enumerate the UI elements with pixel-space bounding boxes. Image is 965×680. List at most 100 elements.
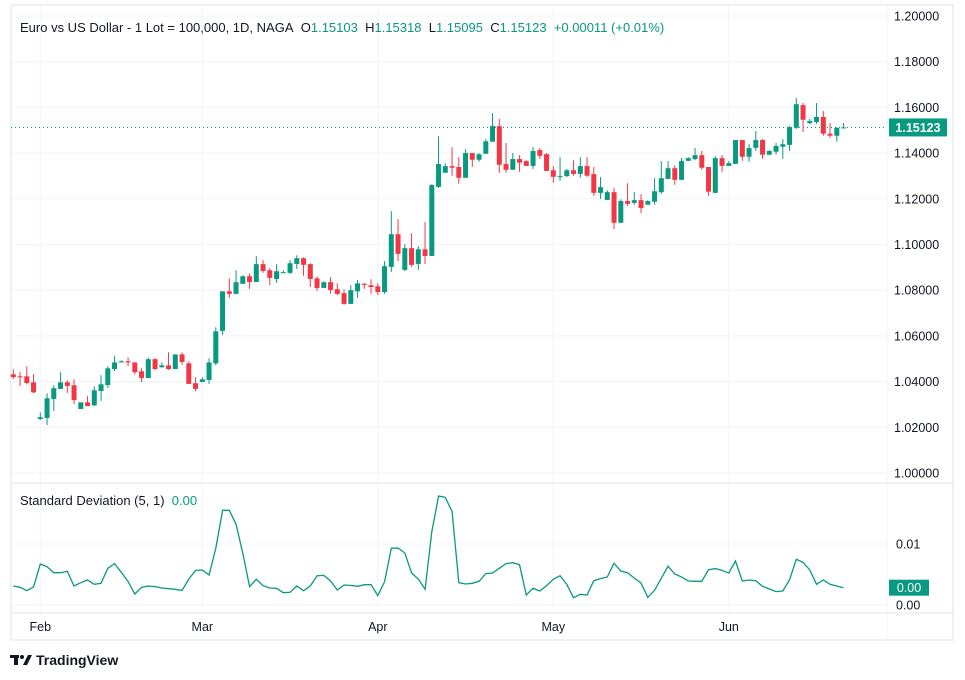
high-value: 1.15318 <box>374 20 422 35</box>
candle <box>166 352 172 370</box>
time-axis[interactable]: Feb Mar Apr May Jun <box>30 620 739 634</box>
time-tick-label: Mar <box>192 620 214 634</box>
candle <box>375 283 381 295</box>
candle <box>37 412 43 420</box>
candle-body <box>375 286 381 293</box>
candle <box>503 143 509 173</box>
candle <box>355 280 361 298</box>
candle <box>625 183 631 206</box>
candle-body <box>280 272 286 274</box>
candle <box>118 360 124 363</box>
candle <box>409 233 415 267</box>
candle-body <box>483 141 489 154</box>
symbol-title: Euro vs US Dollar - 1 Lot = 100,000, 1D,… <box>20 20 294 35</box>
candle <box>618 199 624 223</box>
candle-body <box>240 276 246 284</box>
candle <box>685 157 691 161</box>
candle <box>476 153 482 162</box>
candle-body <box>719 158 725 166</box>
candle <box>91 386 97 407</box>
candle-body <box>287 263 293 273</box>
candle-body <box>78 402 84 410</box>
candle-body <box>490 126 496 142</box>
candle-body <box>112 362 118 370</box>
candle-body <box>37 417 43 420</box>
candle <box>719 155 725 172</box>
candle-body <box>773 146 779 152</box>
candle-body <box>409 248 415 265</box>
candle-body <box>260 264 266 272</box>
candle <box>807 119 813 125</box>
candle <box>577 157 583 178</box>
candle-body <box>139 371 145 378</box>
price-tick-label: 1.10000 <box>894 238 939 252</box>
candle-body <box>348 290 354 304</box>
candle <box>773 143 779 155</box>
candle <box>456 157 462 184</box>
candle-body <box>564 170 570 177</box>
candle-body <box>368 285 374 288</box>
candle-body <box>557 176 563 178</box>
candle-body <box>618 201 624 223</box>
grid <box>10 4 954 641</box>
candle-body <box>685 158 691 161</box>
tradingview-logo-icon <box>10 655 32 665</box>
candle-body <box>382 266 388 293</box>
candle-body <box>496 126 502 165</box>
candle <box>132 362 138 375</box>
candle <box>307 263 313 288</box>
candle <box>496 119 502 173</box>
candle <box>159 362 165 368</box>
candle <box>172 354 178 370</box>
candle <box>557 157 563 181</box>
candle-body <box>584 166 590 176</box>
indicator-tick-label: 0.01 <box>896 538 920 552</box>
candle <box>321 281 327 288</box>
candle <box>253 256 259 282</box>
candle-body <box>51 388 57 399</box>
candle-body <box>638 200 644 208</box>
candle-body <box>820 116 826 134</box>
indicator-axis[interactable]: 0.01 0.00 <box>896 538 920 613</box>
candle <box>463 149 469 178</box>
candle-body <box>780 144 786 147</box>
candle <box>760 139 766 159</box>
candle-body <box>544 154 550 171</box>
candle-body <box>760 140 766 155</box>
candle-body <box>64 382 70 386</box>
candle-body <box>517 159 523 163</box>
candle <box>85 396 91 407</box>
candle-body <box>611 192 617 223</box>
candle-body <box>44 398 50 418</box>
candle <box>550 166 556 183</box>
candle-body <box>247 276 253 282</box>
candle-body <box>652 191 658 202</box>
candle-body <box>118 361 124 363</box>
candle-body <box>152 359 158 370</box>
candle <box>793 98 799 129</box>
candle <box>611 188 617 229</box>
candle <box>739 140 745 161</box>
candle-body <box>449 166 455 168</box>
candle-body <box>658 178 664 193</box>
candle <box>395 219 401 261</box>
indicator-last-label: 0.00 <box>897 581 921 595</box>
candle <box>598 177 604 199</box>
candle-body <box>24 376 30 383</box>
tradingview-logo[interactable]: TradingView <box>10 652 118 668</box>
candle <box>294 255 300 269</box>
candle-body <box>503 164 509 170</box>
candle <box>814 103 820 125</box>
price-axis[interactable]: 1.20000 1.18000 1.16000 1.14000 1.12000 1.100… <box>894 10 939 481</box>
price-tick-label: 1.08000 <box>894 284 939 298</box>
candle <box>827 123 833 138</box>
candle <box>679 158 685 180</box>
candle <box>834 127 840 142</box>
candle-body <box>341 293 347 304</box>
candle <box>638 194 644 214</box>
candle-body <box>712 158 718 193</box>
price-tick-label: 1.06000 <box>894 329 939 343</box>
open-value: 1.15103 <box>310 20 358 35</box>
indicator-legend[interactable]: Standard Deviation (5, 1) 0.00 <box>20 493 197 508</box>
